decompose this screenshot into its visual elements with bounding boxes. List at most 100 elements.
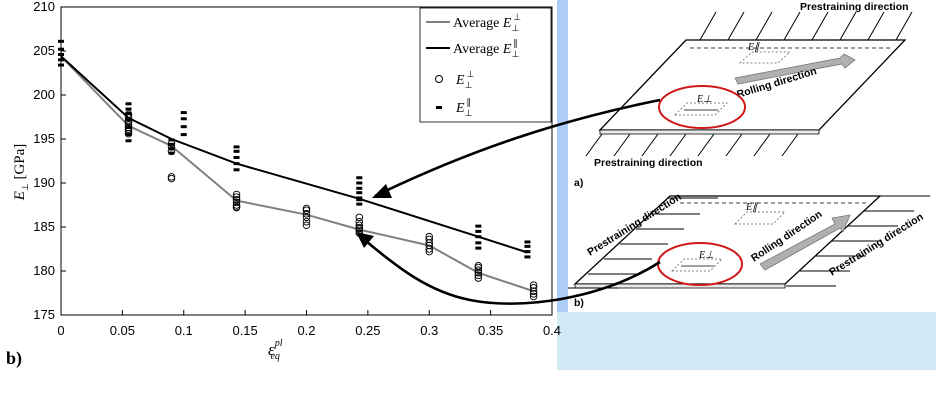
data-point-circle — [355, 213, 364, 222]
data-point-dash — [475, 246, 482, 250]
data-point-circle — [302, 204, 311, 213]
y-tick-label: 200 — [33, 87, 55, 102]
data-point-dash — [233, 149, 240, 153]
x-tick-label: 0.1 — [175, 323, 193, 338]
diagram-frame-bottom — [557, 312, 936, 370]
diagram-a: Prestraining direction Prestraining dire… — [574, 1, 913, 189]
series-points — [58, 39, 538, 301]
data-point-dash — [475, 229, 482, 233]
specimen-perp-a — [674, 102, 728, 116]
legend-swatch-par — [436, 106, 442, 109]
data-point-dash — [125, 126, 132, 130]
data-point-circle — [124, 110, 133, 119]
data-point-dash — [524, 240, 531, 244]
connector-bottom — [359, 235, 661, 305]
data-point-dash — [58, 58, 64, 62]
diagram-label-b: b) — [574, 297, 584, 309]
specimen-par-b — [734, 211, 786, 225]
data-point-dash — [475, 235, 482, 239]
data-point-dash — [180, 133, 187, 137]
data-point-dash — [475, 224, 482, 228]
diagram-b: Prestraining direction Prestraining dire… — [568, 191, 930, 309]
connector-top — [374, 98, 661, 198]
data-point-dash — [524, 244, 531, 248]
legend-label-avg-perp: Average E⊥⊥ — [453, 12, 521, 33]
data-point-dash — [58, 53, 64, 57]
data-point-circle — [529, 281, 538, 289]
y-tick-label: 210 — [33, 0, 55, 14]
data-point-circle — [355, 225, 364, 233]
data-point-dash — [180, 111, 187, 115]
series-line-0 — [60, 55, 534, 293]
chart: 175 180 185 190 195 200 205 210 0 0.05 0.1 0.15 0.2… — [6, 0, 561, 369]
x-tick-label: 0.4 — [543, 323, 561, 338]
data-point-circle — [302, 210, 311, 218]
data-point-dash — [356, 176, 363, 180]
diagram-frame-left — [557, 0, 568, 370]
prestrain-label-a-bottom: Prestraining direction — [594, 157, 703, 169]
x-tick-label: 0.2 — [297, 323, 315, 338]
data-point-circle — [474, 266, 483, 274]
data-point-circle — [302, 217, 311, 226]
legend-box — [419, 7, 552, 123]
data-point-dash — [180, 117, 187, 121]
data-point-dash — [168, 147, 175, 151]
data-point-dash — [125, 118, 132, 122]
data-point-dash — [356, 181, 363, 185]
data-point-dash — [58, 47, 64, 51]
data-point-circle — [232, 203, 241, 211]
connector-bottom-head — [356, 232, 374, 248]
y-tick-label: 185 — [33, 219, 55, 234]
data-point-circle — [474, 271, 483, 280]
x-tick-label: 0.25 — [355, 323, 380, 338]
data-point-circle — [232, 190, 241, 199]
data-point-dash — [233, 145, 240, 149]
prestrain-arrows-a-top — [699, 11, 913, 41]
data-point-dash — [356, 198, 363, 202]
y-tick-label: 195 — [33, 131, 55, 146]
prestrain-arrows-b-left — [568, 197, 718, 289]
data-point-dash — [356, 202, 363, 206]
data-point-dash — [125, 133, 132, 137]
connector-top-head — [372, 184, 392, 198]
data-point-dash — [125, 139, 132, 143]
rolling-arrow-a — [734, 53, 856, 85]
data-point-circle — [425, 232, 434, 241]
data-point-dash — [356, 191, 363, 195]
data-point-dash — [58, 39, 64, 43]
data-point-circle — [355, 221, 364, 229]
legend-label-par: E⊥∥ — [455, 97, 473, 118]
legend-label-avg-par: Average E⊥∥ — [453, 38, 519, 59]
legend-label-perp: E⊥⊥ — [455, 69, 474, 90]
data-point-circle — [167, 173, 176, 181]
data-point-dash — [233, 155, 240, 159]
diagram-panel: Prestraining direction Prestraining dire… — [557, 0, 936, 370]
y-tick-label: 175 — [33, 307, 55, 322]
x-axis: 0 0.05 0.1 0.15 0.2 0.25 0.3 0.35 0.4 — [57, 310, 561, 338]
data-point-dash — [180, 125, 187, 129]
panel-label: b) — [6, 348, 22, 369]
e-perp-label-b: E⊥ — [698, 250, 714, 261]
e-par-label-a: E∥ — [747, 42, 760, 53]
legend-swatch-perp — [435, 75, 443, 83]
data-point-dash — [58, 63, 64, 67]
data-point-dash — [233, 168, 240, 172]
x-tick-label: 0.3 — [420, 323, 438, 338]
prestrain-label-a-top: Prestraining direction — [800, 1, 909, 13]
data-point-dash — [475, 241, 482, 245]
x-tick-label: 0.35 — [478, 323, 503, 338]
data-point-dash — [125, 107, 132, 111]
data-point-circle — [232, 193, 241, 201]
data-point-dash — [125, 102, 132, 106]
data-point-dash — [168, 138, 175, 142]
data-point-dash — [524, 250, 531, 254]
y-tick-label: 205 — [33, 43, 55, 58]
highlight-ellipse-a — [658, 85, 746, 129]
rolling-arrow-b — [759, 214, 851, 271]
data-point-circle — [529, 283, 538, 292]
data-point-circle — [529, 292, 538, 301]
y-tick-label: 180 — [33, 263, 55, 278]
x-tick-label: 0.15 — [232, 323, 257, 338]
data-point-dash — [168, 151, 175, 155]
